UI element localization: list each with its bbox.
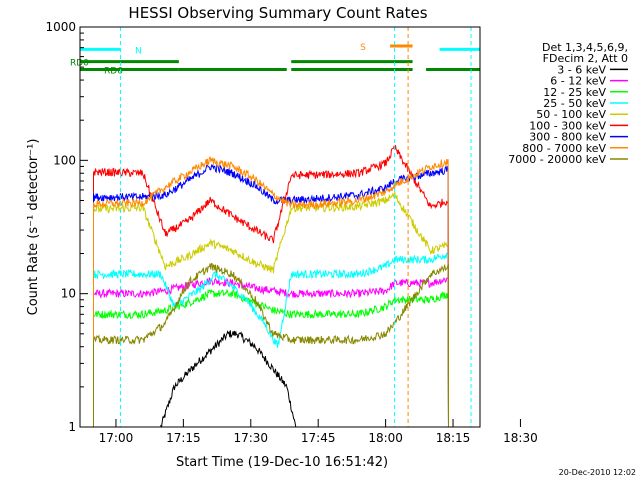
plot-frame [79, 26, 481, 428]
y-axis-label: Count Rate (s⁻¹ detector⁻¹) [26, 139, 41, 316]
x-tick-label-0: 17:00 [99, 431, 134, 445]
x-tick-label-1: 17:15 [166, 431, 201, 445]
x-tick-label-5: 18:15 [436, 431, 471, 445]
chart-title: HESSI Observing Summary Count Rates [128, 4, 427, 22]
series-line-8 [93, 262, 449, 428]
x-tick-label-6: 18:30 [503, 431, 538, 445]
flag-label-RD6: RD6 [104, 67, 123, 77]
series-line-2 [93, 288, 449, 428]
series-line-3 [93, 252, 449, 428]
x-tick-label-2: 17:30 [233, 431, 268, 445]
series-line-1 [93, 277, 449, 428]
y-tick-label-3: 1000 [45, 20, 76, 34]
legend-header-0: Det 1,3,4,5,6,9, [542, 41, 628, 54]
y-tick-label-1: 10 [61, 287, 76, 301]
series-line-7 [93, 156, 449, 428]
series-line-5 [93, 145, 449, 428]
flag-label-S: S [360, 43, 366, 53]
x-tick-label-4: 18:00 [368, 431, 403, 445]
flag-label-N: N [135, 46, 142, 56]
legend-label-3: 25 - 50 keV [543, 97, 606, 110]
legend-label-0: 3 - 6 keV [557, 63, 606, 76]
series-line-6 [93, 163, 449, 428]
legend-label-1: 6 - 12 keV [550, 75, 606, 88]
series-line-4 [93, 192, 449, 428]
legend-label-4: 50 - 100 keV [536, 108, 606, 121]
legend-header-1: FDecim 2, Att 0 [543, 52, 628, 65]
series-line-0 [160, 330, 297, 428]
legend-label-5: 100 - 300 keV [529, 119, 606, 132]
x-tick-label-3: 17:45 [301, 431, 336, 445]
y-tick-label-2: 100 [53, 153, 76, 167]
legend-label-6: 300 - 800 keV [529, 131, 606, 144]
x-axis-label: Start Time (19-Dec-10 16:51:42) [176, 455, 388, 470]
timestamp: 20-Dec-2010 12:02 [559, 468, 636, 477]
legend-label-7: 800 - 7000 keV [522, 142, 606, 155]
legend-label-2: 12 - 25 keV [543, 86, 606, 99]
y-tick-label-0: 1 [68, 420, 76, 434]
legend-label-8: 7000 - 20000 keV [508, 153, 606, 166]
